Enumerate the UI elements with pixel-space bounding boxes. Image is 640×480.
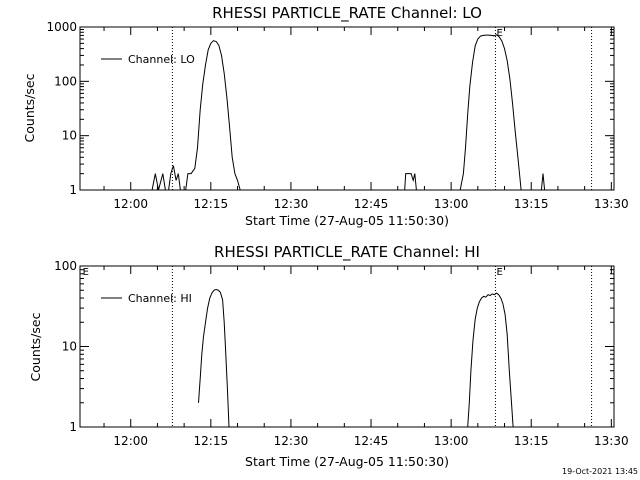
lo-vertical-marker-label: E (496, 28, 502, 39)
lo-x-axis-label: Start Time (27-Aug-05 11:50:30) (245, 213, 449, 228)
lo-y-tick-label: 1000 (46, 20, 77, 34)
hi-chart-title: RHESSI PARTICLE_RATE Channel: HI (214, 243, 480, 262)
lo-x-tick-label: 12:00 (113, 197, 148, 211)
lo-x-tick-label: 12:45 (354, 197, 389, 211)
hi-x-tick-label: 12:45 (354, 434, 389, 448)
lo-series-line-segment (540, 173, 546, 191)
lo-y-tick-label: 100 (54, 74, 77, 88)
hi-plot-frame (79, 265, 615, 428)
lo-series-line-segment (404, 173, 417, 191)
hi-y-tick-label: 100 (54, 259, 77, 273)
hi-axis-ticks: 12:00 12:15 12:30 12:45 13:00 13:15 13:30 1 10 10… (54, 259, 629, 448)
lo-vertical-markers: E (171, 27, 593, 190)
hi-vertical-marker-label: E (496, 267, 502, 278)
hi-edge-marker-label: E (83, 267, 89, 278)
lo-x-tick-label: 12:30 (274, 197, 309, 211)
hi-y-tick-label: 10 (62, 340, 77, 354)
hi-y-axis-label: Counts/sec (28, 312, 43, 381)
hi-x-tick-label: 13:00 (434, 434, 469, 448)
lo-x-tick-label: 13:30 (594, 197, 629, 211)
lo-x-tick-label: 12:15 (194, 197, 229, 211)
hi-channel-panel: RHESSI PARTICLE_RATE Channel: HI Counts/… (28, 243, 629, 469)
lo-series (151, 34, 546, 191)
lo-axis-ticks: 12:00 12:15 12:30 12:45 13:00 13:15 13:30 1 10 10… (46, 20, 628, 211)
hi-x-tick-label: 12:00 (113, 434, 148, 448)
lo-legend: Channel: LO (101, 53, 195, 66)
lo-channel-panel: RHESSI PARTICLE_RATE Channel: LO Counts/… (22, 4, 629, 228)
hi-series-line-segment (198, 288, 230, 428)
footer-timestamp: 19-Oct-2021 13:45 (562, 467, 638, 476)
hi-legend: Channel: HI (101, 292, 192, 305)
hi-series-line-segment (467, 292, 514, 428)
lo-plot-frame (79, 26, 615, 191)
hi-series (198, 288, 514, 428)
lo-series-line-segment (168, 165, 181, 191)
lo-x-tick-label: 13:00 (434, 197, 469, 211)
hi-x-tick-label: 12:15 (194, 434, 229, 448)
hi-x-tick-label: 13:15 (514, 434, 549, 448)
lo-y-tick-label: 10 (62, 129, 77, 143)
lo-y-axis-label: Counts/sec (22, 73, 37, 142)
hi-x-tick-label: 12:30 (274, 434, 309, 448)
lo-series-line-segment (185, 40, 241, 191)
hi-x-tick-label: 13:30 (594, 434, 629, 448)
hi-legend-label: Channel: HI (128, 292, 192, 305)
lo-y-tick-label: 1 (69, 183, 77, 197)
hi-vertical-markers: EE (83, 266, 593, 427)
lo-x-tick-label: 13:15 (514, 197, 549, 211)
hi-x-axis-label: Start Time (27-Aug-05 11:50:30) (245, 454, 449, 469)
hi-y-tick-label: 1 (69, 420, 77, 434)
lo-series-line-segment (459, 34, 522, 191)
lo-chart-title: RHESSI PARTICLE_RATE Channel: LO (212, 4, 482, 23)
lo-legend-label: Channel: LO (128, 53, 195, 66)
